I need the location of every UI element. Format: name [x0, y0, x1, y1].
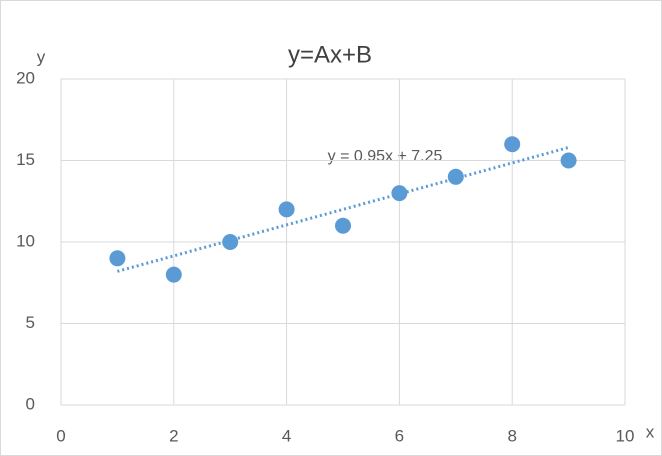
trendline-label: y = 0.95x + 7.25 [328, 148, 443, 165]
point [560, 152, 577, 169]
point [335, 217, 351, 234]
y-tick-label: 15 [16, 150, 35, 169]
x-axis-title: x [646, 422, 655, 441]
x-tick-label: 6 [395, 426, 404, 445]
x-tick-label: 2 [169, 426, 178, 445]
y-tick-label: 0 [26, 394, 35, 413]
y-tick-label: 10 [16, 231, 35, 250]
x-tick-label: 4 [282, 426, 291, 445]
point [504, 136, 521, 153]
y-axis-title: y [37, 47, 46, 66]
x-tick-label: 10 [616, 426, 635, 445]
point [222, 234, 239, 250]
point [391, 185, 408, 202]
x-tick-label: 0 [56, 426, 65, 445]
point [109, 250, 126, 267]
x-tick-label: 8 [507, 426, 516, 445]
point [278, 201, 295, 218]
chart-title: y=Ax+B [288, 41, 372, 68]
point [165, 266, 182, 283]
point [447, 168, 464, 185]
y-tick-label: 20 [16, 68, 35, 87]
y-tick-label: 5 [26, 313, 35, 332]
